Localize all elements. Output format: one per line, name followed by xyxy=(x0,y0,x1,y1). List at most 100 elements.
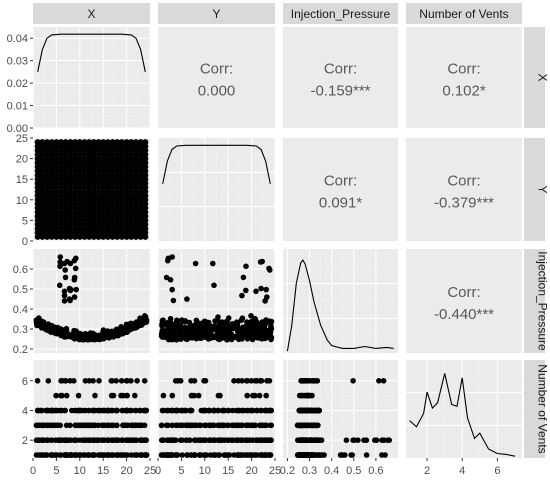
data-point xyxy=(142,180,149,187)
data-point xyxy=(239,292,245,299)
data-point xyxy=(128,209,135,216)
data-point xyxy=(133,452,140,458)
data-point xyxy=(123,229,130,236)
data-point xyxy=(314,378,321,384)
data-point xyxy=(114,437,121,444)
data-point xyxy=(123,184,130,191)
data-point xyxy=(137,184,144,191)
data-point xyxy=(210,422,216,429)
data-point xyxy=(100,200,107,207)
data-point xyxy=(109,180,116,187)
data-point xyxy=(40,422,47,429)
data-point xyxy=(62,205,69,212)
data-point xyxy=(67,176,74,183)
x-tick-label: 5 xyxy=(53,465,59,477)
data-point xyxy=(34,180,41,187)
data-point xyxy=(118,196,125,203)
data-point xyxy=(95,221,102,228)
data-point xyxy=(109,200,116,207)
panel-r0-c0 xyxy=(32,27,151,129)
data-point xyxy=(72,221,79,228)
data-point xyxy=(86,151,93,158)
data-point xyxy=(81,172,88,179)
data-point xyxy=(53,147,60,154)
data-point xyxy=(95,167,102,174)
data-point xyxy=(188,407,194,414)
data-point xyxy=(310,378,317,384)
data-point xyxy=(95,188,102,195)
data-point xyxy=(104,151,111,158)
data-point xyxy=(58,225,65,232)
data-point xyxy=(132,213,139,220)
data-point xyxy=(109,188,116,195)
row-strip-label: X xyxy=(536,73,550,81)
data-point xyxy=(62,147,69,154)
data-point xyxy=(86,180,93,187)
data-point xyxy=(118,188,125,195)
x-tick-label: 15 xyxy=(222,465,234,477)
data-point xyxy=(44,205,51,212)
data-point xyxy=(376,378,382,384)
data-point xyxy=(123,176,130,183)
data-point xyxy=(196,320,203,327)
data-point xyxy=(104,159,111,166)
x-tick-label: 2 xyxy=(424,465,430,477)
data-point xyxy=(219,320,226,326)
data-point xyxy=(142,143,149,150)
data-point xyxy=(85,452,92,458)
data-point xyxy=(128,233,135,240)
data-point xyxy=(72,180,79,187)
data-point xyxy=(138,422,145,429)
data-point xyxy=(132,209,139,216)
data-point xyxy=(62,167,69,174)
data-point xyxy=(224,318,230,324)
data-point xyxy=(104,205,111,212)
data-point xyxy=(114,217,121,224)
data-point xyxy=(72,265,79,272)
data-point xyxy=(58,326,64,332)
data-point xyxy=(137,143,144,150)
data-point xyxy=(128,225,135,232)
data-point xyxy=(109,233,116,240)
data-point xyxy=(137,159,144,166)
data-point xyxy=(114,229,121,236)
panel-r0-c1: Corr: 0.000 xyxy=(158,27,275,128)
data-point xyxy=(86,184,93,191)
data-point xyxy=(53,163,60,170)
data-point xyxy=(39,155,46,162)
data-point xyxy=(86,200,93,207)
data-point xyxy=(109,225,116,232)
data-point xyxy=(48,192,55,199)
data-point xyxy=(39,217,46,224)
data-point xyxy=(137,147,144,154)
data-point xyxy=(123,180,130,187)
data-point xyxy=(118,233,125,240)
data-point xyxy=(44,209,51,216)
data-point xyxy=(57,452,64,458)
data-point xyxy=(44,139,51,146)
data-point xyxy=(67,163,74,170)
data-point xyxy=(72,452,79,458)
data-point xyxy=(48,163,55,170)
y-tick-label: 25 xyxy=(16,133,28,145)
data-point xyxy=(109,172,116,179)
data-point xyxy=(44,172,51,179)
data-point xyxy=(82,378,89,384)
data-point xyxy=(263,392,270,399)
data-point xyxy=(244,392,250,399)
x-tick-label: 10 xyxy=(199,465,211,477)
column-strip-label: X xyxy=(87,7,95,21)
data-point xyxy=(132,139,139,146)
data-point xyxy=(128,159,135,166)
data-point xyxy=(76,205,83,212)
data-point xyxy=(34,422,40,429)
data-point xyxy=(118,329,124,335)
data-point xyxy=(95,200,102,207)
data-point xyxy=(128,452,135,458)
data-point xyxy=(109,221,116,228)
data-point xyxy=(44,143,51,150)
data-point xyxy=(90,151,97,158)
data-point xyxy=(201,407,208,414)
data-point xyxy=(201,318,208,325)
data-point xyxy=(62,172,69,179)
